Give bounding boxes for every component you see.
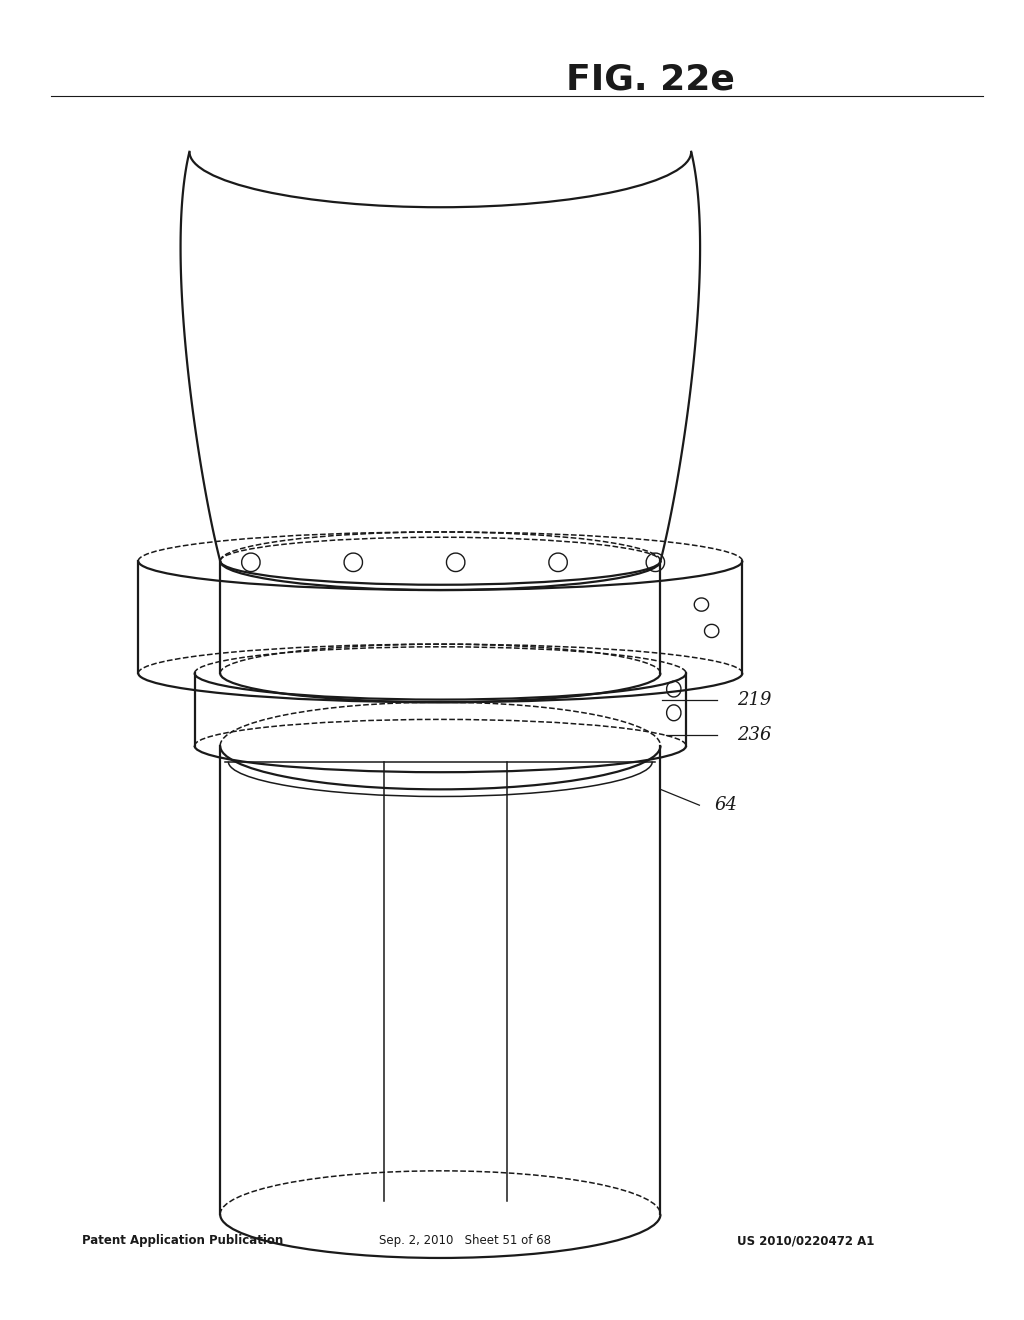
Text: US 2010/0220472 A1: US 2010/0220472 A1 [737, 1234, 874, 1247]
Text: FIG. 22e: FIG. 22e [566, 62, 734, 96]
Text: 64: 64 [715, 796, 737, 814]
Text: 219: 219 [737, 690, 772, 709]
Text: Sep. 2, 2010   Sheet 51 of 68: Sep. 2, 2010 Sheet 51 of 68 [379, 1234, 551, 1247]
Text: Patent Application Publication: Patent Application Publication [82, 1234, 284, 1247]
Text: 236: 236 [737, 726, 772, 744]
